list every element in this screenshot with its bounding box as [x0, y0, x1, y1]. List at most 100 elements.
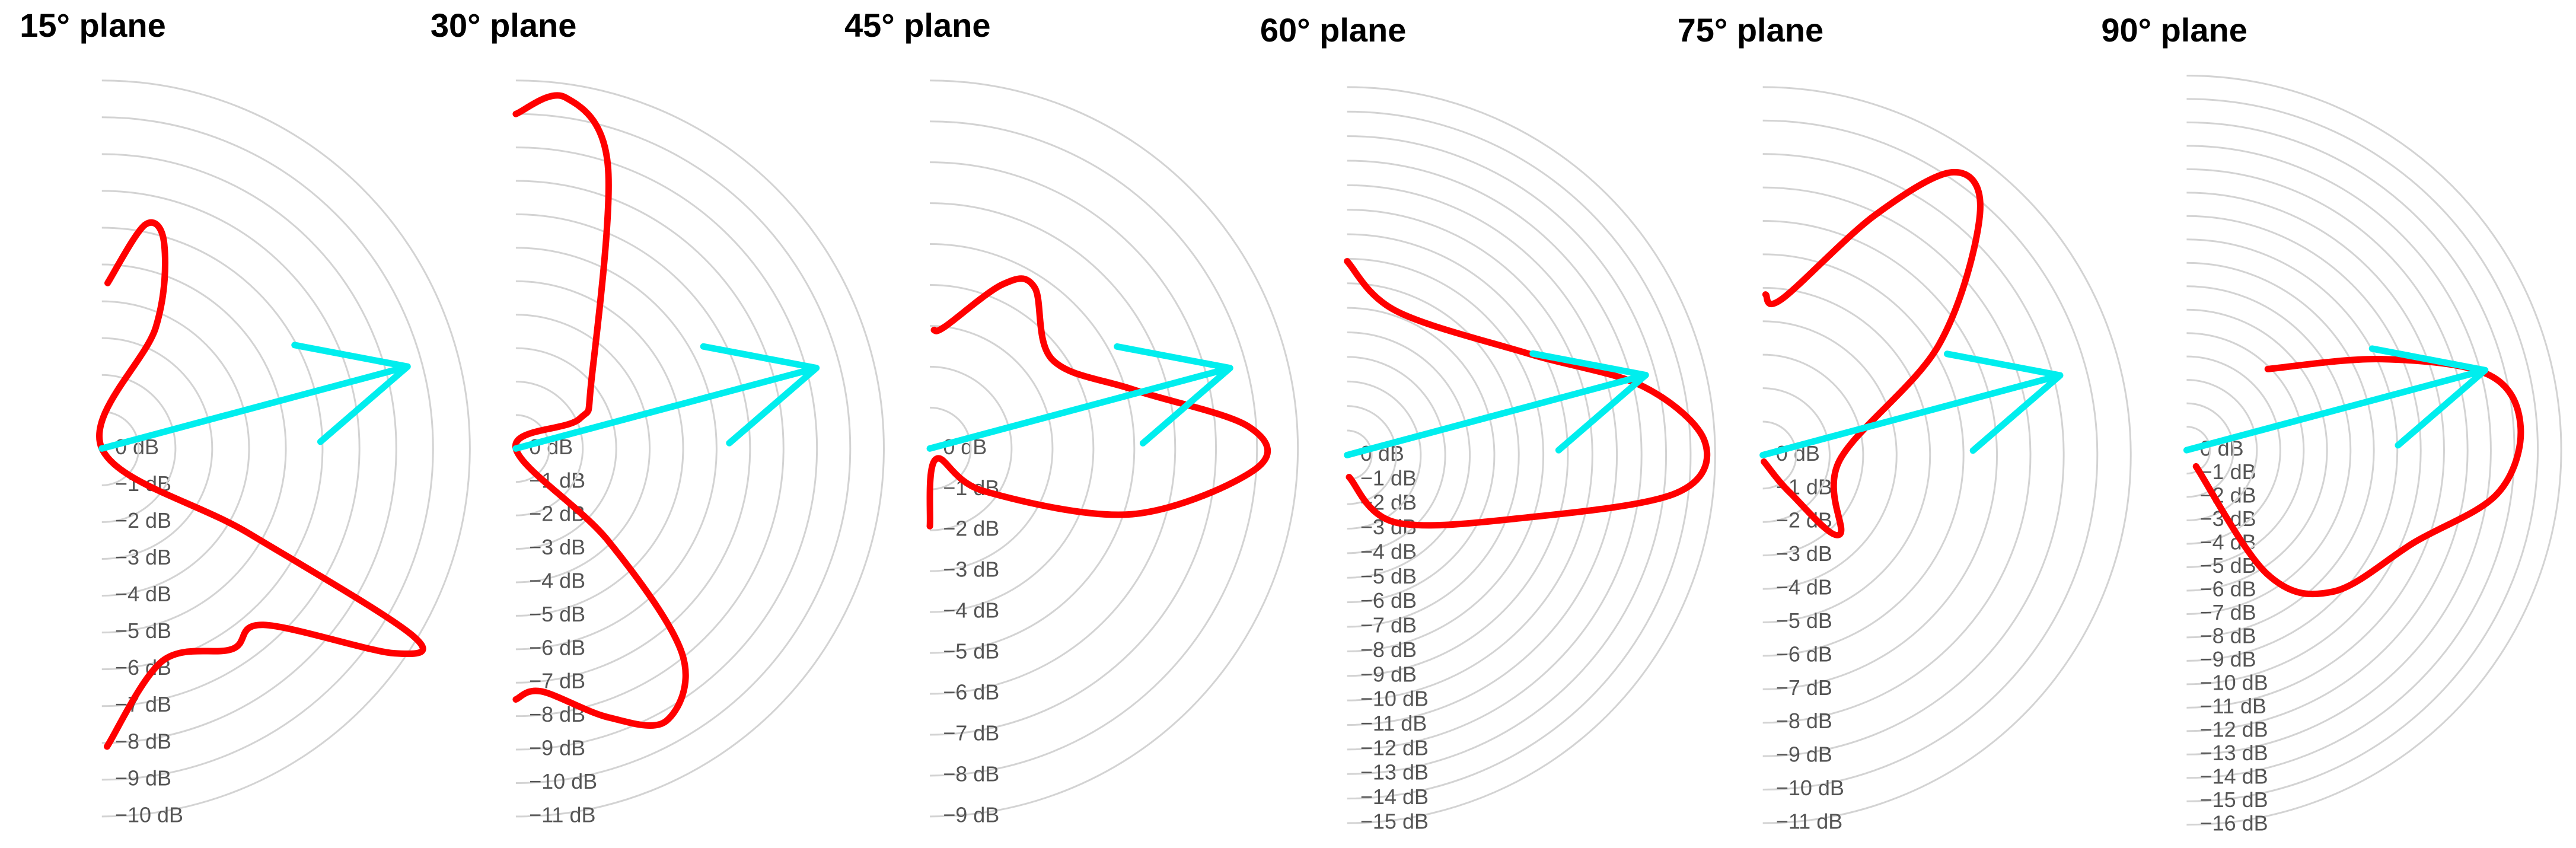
grid-ring [1347, 282, 1519, 628]
grid-ring [930, 202, 1177, 695]
r-tick-label: −2 dB [943, 517, 999, 541]
grid-ring [2186, 215, 2422, 686]
grid-ring [2186, 402, 2234, 498]
grid-ring [1347, 331, 1471, 579]
direction-arrow [1759, 350, 2064, 458]
r-tick-label: −8 dB [1360, 637, 1417, 662]
grid-ring [101, 374, 177, 523]
r-tick-label: −3 dB [115, 545, 171, 569]
r-tick-label: −11 dB [1360, 711, 1427, 735]
r-tick-label: −4 dB [1360, 539, 1417, 563]
r-tick-label: −5 dB [1776, 608, 1832, 633]
grid-ring [1347, 405, 1397, 505]
r-tick-label: −9 dB [1360, 662, 1417, 686]
grid-ring [101, 116, 434, 781]
grid-ring [515, 146, 818, 751]
r-tick-label: −7 dB [2200, 600, 2256, 624]
r-tick-label: −6 dB [943, 680, 999, 704]
grid-ring [1762, 286, 1931, 623]
r-tick-label: −12 dB [2200, 717, 2268, 741]
grid-ring [101, 153, 397, 744]
r-tick-label: −5 dB [1360, 564, 1417, 588]
direction-arrow [512, 343, 820, 452]
chart-title: 30° plane [431, 7, 577, 44]
chart-title: 45° plane [844, 7, 991, 44]
grid-ring [2186, 192, 2445, 709]
chart-title: 60° plane [1260, 11, 1407, 49]
r-tick-label: −12 dB [1360, 735, 1429, 760]
r-tick-label: −6 dB [1776, 642, 1832, 666]
grid-ring [2186, 262, 2375, 639]
r-tick-label: −10 dB [2200, 670, 2268, 694]
r-tick-label: −14 dB [1360, 785, 1429, 809]
grid-ring [1347, 356, 1446, 554]
grid-ring [1347, 429, 1373, 481]
r-tick-label: −2 dB [115, 508, 171, 533]
grid-ring [1347, 184, 1618, 726]
r-tick-label: −6 dB [1360, 588, 1417, 613]
grid-ring [1347, 209, 1593, 702]
r-tick-label: −8 dB [943, 761, 999, 786]
r-tick-label: −16 dB [2200, 811, 2268, 835]
grid-ring [515, 314, 651, 584]
r-tick-label: −14 dB [2200, 764, 2268, 788]
grid-ring [930, 406, 972, 490]
r-tick-label: −4 dB [1776, 575, 1832, 600]
grid-ring [2186, 355, 2281, 545]
grid-ring [1762, 420, 1797, 490]
grid-ring [930, 284, 1094, 613]
grid-ring [930, 324, 1054, 572]
r-tick-label: −10 dB [1776, 776, 1844, 800]
r-tick-label: −11 dB [2200, 694, 2266, 718]
r-tick-label: −9 dB [2200, 647, 2256, 671]
grid-ring [515, 213, 751, 684]
pattern-curve [95, 219, 426, 750]
r-tick-label: −8 dB [1776, 709, 1832, 733]
r-tick-label: −7 dB [1360, 613, 1417, 637]
grid-ring [515, 347, 617, 550]
r-tick-label: −8 dB [2200, 623, 2256, 648]
grid-ring [1762, 353, 1864, 557]
direction-arrow [926, 343, 1233, 452]
r-tick-label: −10 dB [115, 802, 183, 827]
grid-ring [1762, 119, 2099, 791]
r-tick-label: −15 dB [2200, 788, 2268, 812]
grid-ring [101, 337, 213, 560]
grid-ring [2186, 98, 2539, 802]
pattern-curve [926, 275, 1271, 530]
r-tick-label: −11 dB [1776, 809, 1842, 833]
pattern-curve [1761, 168, 1984, 538]
r-tick-label: −5 dB [529, 602, 585, 626]
r-tick-label: −4 dB [529, 568, 585, 592]
grid-ring [515, 280, 684, 617]
grid-ring [2186, 238, 2399, 662]
r-tick-label: −1 dB [1360, 466, 1417, 490]
grid-ring [1762, 186, 2032, 724]
r-tick-label: −4 dB [943, 598, 999, 623]
r-tick-label: −3 dB [529, 535, 585, 559]
grid-ring [1762, 387, 1831, 523]
r-tick-label: −5 dB [943, 639, 999, 664]
grid-ring [515, 180, 785, 718]
grid-ring [2186, 308, 2328, 592]
grid-ring [2186, 379, 2258, 522]
pattern-curve [1344, 258, 1711, 529]
r-tick-label: −7 dB [943, 721, 999, 745]
chart-title: 90° plane [2101, 11, 2247, 49]
grid-ring [515, 414, 550, 483]
r-tick-label: −9 dB [1776, 742, 1832, 767]
grid-ring [930, 365, 1012, 531]
direction-arrow [98, 342, 411, 452]
grid-ring [1762, 219, 1998, 690]
r-tick-label: −9 dB [529, 736, 585, 760]
r-tick-label: −3 dB [1776, 541, 1832, 566]
grid-ring [2186, 332, 2304, 568]
r-tick-label: −13 dB [2200, 741, 2268, 765]
r-tick-label: −13 dB [1360, 760, 1429, 785]
grid-ring [515, 113, 852, 784]
grid-ring [101, 263, 287, 634]
grid-ring [101, 190, 360, 707]
grid-ring [1347, 160, 1643, 751]
r-tick-label: −6 dB [2200, 576, 2256, 601]
